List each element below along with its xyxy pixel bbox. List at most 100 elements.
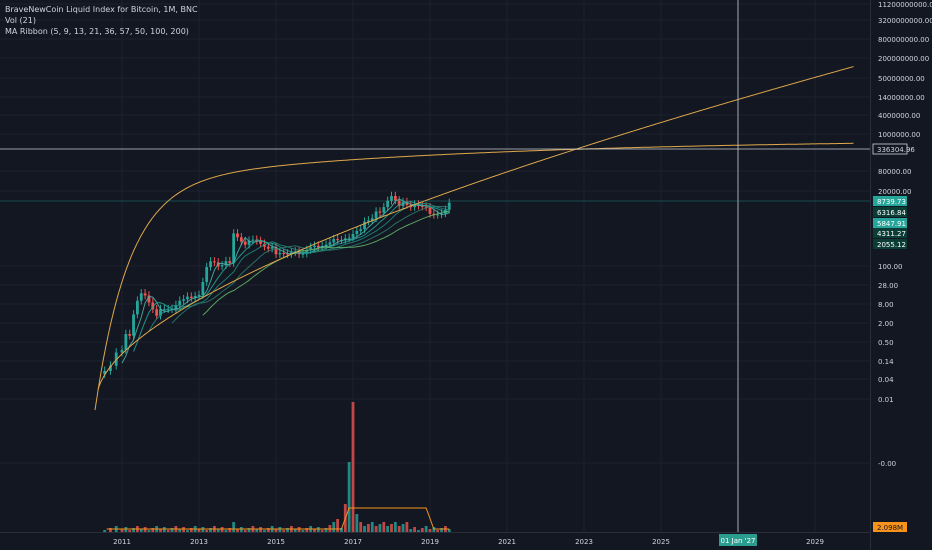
volume-bar [382,522,386,532]
volume-bar [147,530,151,532]
candle-body [332,239,336,243]
volume-bar [320,530,324,532]
price-axis[interactable]: 11200000000.00 3200000000.00 800000000.00 2… [878,1,932,468]
legend-ma-ribbon[interactable]: MA Ribbon (5, 9, 13, 21, 36, 57, 50, 100… [5,27,189,36]
volume-bar [440,528,443,532]
volume-bar [247,528,251,532]
candle-body [114,352,118,366]
candle-body [386,200,390,208]
volume-bar [405,522,409,532]
volume-bar [340,528,343,532]
legend-symbol[interactable]: BraveNewCoin Liquid Index for Bitcoin, 1… [5,5,198,14]
price-tick-label: 0.50 [878,339,894,347]
price-tag-label: 6316.84 [877,209,906,217]
price-tick-label: 0.04 [878,376,894,384]
volume-bar [103,530,107,532]
price-tick-label: 0.01 [878,396,894,404]
volume-bar [151,528,155,532]
candle-body [228,261,232,264]
log-curves [94,66,854,411]
price-tick-label: 3200000000.00 [878,17,932,25]
volume-bar [359,522,363,532]
crosshair [0,0,870,532]
candle-body [143,293,147,296]
volume-bar [374,526,378,532]
candle-body [316,245,320,248]
candle-body [220,265,224,267]
candle-body [120,349,124,353]
candle-body [390,196,393,201]
price-tick-label: 14000000.00 [878,94,925,102]
candle-body [447,202,451,210]
candle-body [313,245,316,248]
volume-bar [216,529,220,532]
volume-bar [132,528,135,532]
price-tick-label: 4000000.00 [878,112,920,120]
candle-body [413,204,416,208]
price-tag-label: 4311.27 [877,230,906,238]
time-tick-label: 2017 [344,538,362,546]
candle-body [347,237,351,239]
time-tick-label: 2013 [190,538,208,546]
candle-body [139,293,143,301]
volume-bar [332,522,336,532]
volume-bar [128,530,132,532]
candle-body [266,246,270,249]
candle-body [201,282,205,295]
candle-body [166,309,170,311]
crosshair-date-tag [719,534,757,546]
candle-body [363,221,366,230]
volume-bar [409,529,413,532]
volume-bar [393,522,397,532]
price-tag [873,239,907,249]
candle-body [205,267,209,283]
ma-line [121,198,450,364]
legend-volume[interactable]: Vol (21) [5,16,36,25]
candle-body [132,314,135,336]
price-tick-label: 800000000.00 [878,36,929,44]
price-tag-label: 336304.96 [877,146,915,154]
ma-ribbon [121,198,450,364]
volume-bar [224,530,228,532]
candle-body [370,218,374,221]
volume-bar [355,514,359,532]
price-tag-label: 5847.91 [877,220,906,228]
price-tick-label: 200000000.00 [878,55,929,63]
volume-tag [873,522,907,532]
candle-body [259,240,262,244]
volume-bar [109,528,112,532]
candle-body [243,241,247,245]
candle-body [174,305,178,309]
price-tag-label: 2055.12 [877,241,906,249]
volume-bar [266,528,270,532]
candle-body [213,261,216,263]
volume-ma-line [106,507,450,530]
volume-bar [243,530,247,532]
candle-body [424,206,428,208]
candle-body [278,253,282,255]
price-tick-label: 8.00 [878,301,894,309]
price-tag [873,218,907,228]
volume-bar [170,528,174,532]
candle-body [247,240,251,245]
candle-body [324,244,328,247]
candle-body [263,243,266,247]
candle-body [282,253,286,255]
candle-body [328,242,332,245]
volume-bar [378,524,382,532]
volume-bar [232,522,236,532]
price-tick-label: -0.00 [878,460,896,468]
volume-bar [293,529,297,532]
price-tag [873,196,907,206]
volume-bar [363,526,366,532]
volume-tag-label: 2.098M [877,524,903,532]
chart-legend: BraveNewCoin Liquid Index for Bitcoin, 1… [5,4,198,37]
volume-bar [336,519,339,532]
candle-body [193,296,197,298]
volume-bar [417,530,420,532]
price-tick-label: 80000.00 [878,168,911,176]
candle-body [224,261,228,266]
time-tick-label: 2029 [806,538,824,546]
candle-body [182,299,185,301]
